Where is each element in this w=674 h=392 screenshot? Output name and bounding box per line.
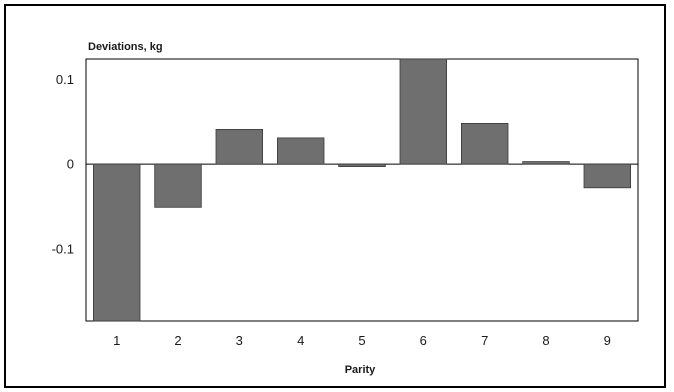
x-tick-label: 7: [481, 333, 488, 348]
x-tick-label: 9: [604, 333, 611, 348]
x-tick-label: 2: [174, 333, 181, 348]
x-ticks-group: 1 2 3 4 5 6 7 8 9: [113, 333, 611, 348]
bar-parity-4: [276, 137, 325, 165]
bar-parity-5: [338, 163, 386, 168]
x-axis-title: Parity: [345, 364, 376, 376]
y-tick-label: -0.1: [52, 241, 74, 256]
y-axis-title: Deviations, kg: [88, 41, 163, 53]
x-tick-label: 5: [358, 333, 365, 348]
bar-parity-3: [215, 128, 263, 165]
bar-parity-6: [399, 58, 447, 165]
bar-parity-7: [460, 123, 509, 165]
bars-group: [93, 58, 631, 322]
bar-parity-9: [583, 163, 631, 189]
y-ticks-group: 0.1 0 -0.1: [52, 72, 74, 257]
x-tick-label: 6: [420, 333, 427, 348]
x-tick-label: 1: [113, 333, 120, 348]
y-tick-label: 0: [67, 157, 74, 172]
bar-parity-8: [522, 161, 570, 165]
plot-area: [85, 58, 639, 322]
x-tick-label: 8: [542, 333, 549, 348]
y-tick-label: 0.1: [56, 72, 74, 87]
bar-parity-1: [93, 163, 141, 322]
bar-parity-2: [154, 163, 202, 208]
x-tick-label: 3: [236, 333, 243, 348]
x-tick-label: 4: [297, 333, 304, 348]
